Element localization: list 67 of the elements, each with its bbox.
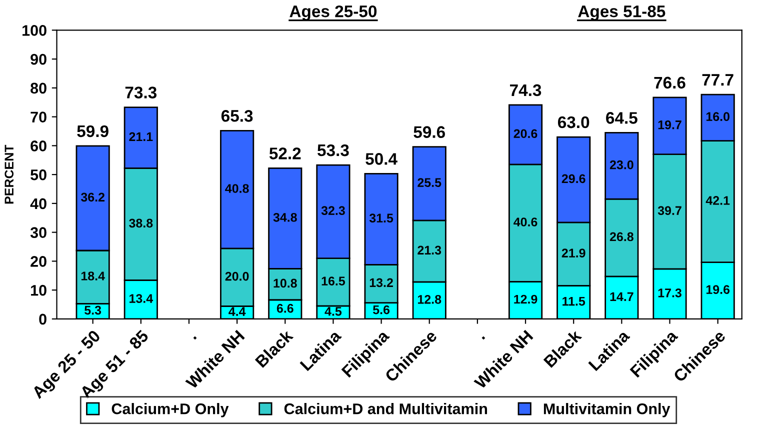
data-label: 19.7 bbox=[658, 120, 682, 130]
y-tick-label: 70 bbox=[30, 112, 46, 122]
total-label: 50.4 bbox=[366, 153, 398, 165]
legend-label: Calcium+D and Multivitamin bbox=[284, 403, 487, 414]
data-label: 13.2 bbox=[370, 278, 393, 288]
total-label: 59.9 bbox=[77, 125, 108, 138]
data-label: 12.9 bbox=[514, 294, 538, 304]
y-tick-label: 0 bbox=[39, 314, 46, 325]
y-tick-label: 60 bbox=[30, 140, 46, 152]
data-label: 13.4 bbox=[130, 294, 154, 303]
data-label: 20.0 bbox=[225, 272, 249, 281]
data-label: 4.4 bbox=[228, 307, 246, 316]
data-label: 31.5 bbox=[369, 214, 394, 223]
data-label: 16.5 bbox=[322, 276, 346, 286]
y-tick-label: 50 bbox=[30, 169, 46, 180]
total-label: 74.3 bbox=[510, 84, 542, 96]
data-label: 21.1 bbox=[129, 132, 153, 141]
total-label: 63.0 bbox=[558, 116, 590, 128]
data-label: 38.8 bbox=[129, 218, 153, 228]
text: Ages 25-50 bbox=[290, 5, 377, 21]
data-label: 18.4 bbox=[81, 272, 105, 280]
data-label: 19.6 bbox=[706, 285, 730, 294]
total-label: 77.7 bbox=[702, 74, 734, 86]
data-label: 20.6 bbox=[514, 129, 538, 138]
data-label: 23.0 bbox=[610, 160, 634, 170]
y-tick-label: 100 bbox=[22, 25, 46, 36]
data-label: 11.5 bbox=[562, 296, 586, 306]
data-label: 6.6 bbox=[276, 304, 294, 313]
legend-label: Calcium+D Only bbox=[112, 403, 229, 418]
x-tick-label: . bbox=[482, 336, 486, 340]
data-label: 14.7 bbox=[610, 292, 634, 301]
text: Ages 51-85 bbox=[578, 5, 666, 21]
total-label: 59.6 bbox=[414, 126, 445, 138]
y-tick-label: 30 bbox=[30, 227, 46, 238]
data-label: 36.2 bbox=[80, 192, 104, 202]
total-label: 64.5 bbox=[606, 112, 638, 124]
data-label: 5.6 bbox=[372, 305, 390, 314]
total-label: 73.3 bbox=[125, 86, 157, 98]
total-label: 76.6 bbox=[654, 76, 686, 89]
data-label: 39.7 bbox=[658, 206, 682, 216]
y-tick-label: 20 bbox=[30, 256, 46, 267]
data-label: 34.8 bbox=[273, 212, 297, 222]
data-label: 40.6 bbox=[514, 218, 538, 226]
data-label: 42.1 bbox=[706, 196, 730, 205]
y-tick-label: 90 bbox=[30, 54, 46, 65]
y-tick-label: 80 bbox=[30, 82, 46, 94]
y-tick-label: 10 bbox=[31, 284, 46, 296]
data-label: 10.8 bbox=[274, 278, 297, 288]
data-label: 25.5 bbox=[418, 178, 442, 188]
total-label: 65.3 bbox=[221, 110, 253, 122]
data-label: 21.9 bbox=[562, 248, 586, 258]
data-label: 40.8 bbox=[225, 184, 249, 193]
data-label: 21.3 bbox=[418, 246, 442, 255]
data-label: 26.8 bbox=[610, 232, 634, 242]
x-tick-label: . bbox=[193, 336, 197, 340]
total-label: 53.3 bbox=[318, 144, 349, 156]
data-label: 12.8 bbox=[418, 294, 442, 304]
total-label: 52.2 bbox=[269, 148, 301, 160]
data-label: 32.3 bbox=[321, 206, 345, 216]
y-axis-title: PERCENT bbox=[4, 144, 14, 204]
data-label: 29.6 bbox=[562, 174, 586, 184]
data-label: 17.3 bbox=[658, 288, 682, 298]
y-tick-label: 40 bbox=[30, 198, 46, 210]
legend-label: Multivitamin Only bbox=[544, 403, 670, 418]
data-label: 5.3 bbox=[84, 306, 102, 315]
data-label: 16.0 bbox=[706, 112, 730, 122]
data-label: 4.5 bbox=[324, 307, 342, 316]
